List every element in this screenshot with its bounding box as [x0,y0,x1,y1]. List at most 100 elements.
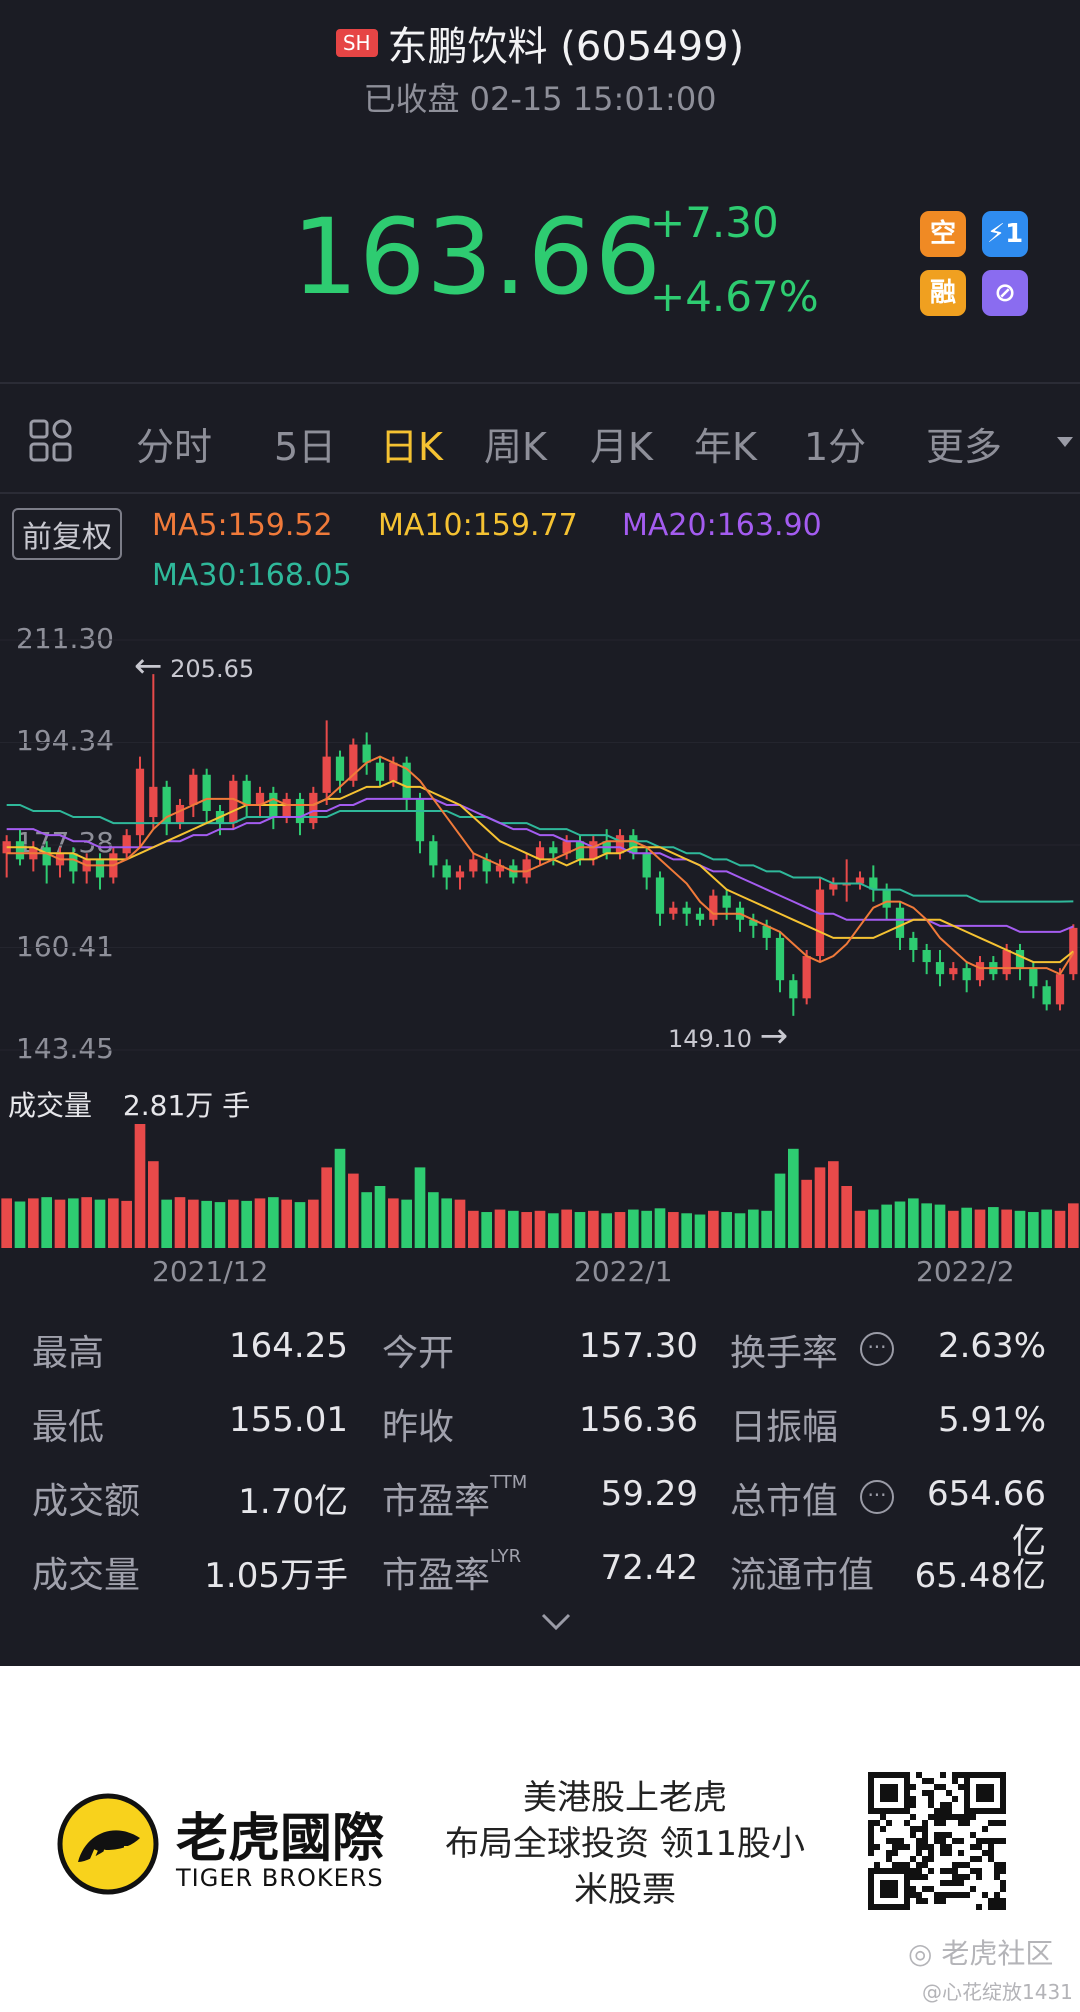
short-sell-tag-icon[interactable]: 空 [920,211,966,257]
qr-module [886,1820,892,1826]
volume-bar [841,1186,852,1248]
high-annotation: ← 205.65 [134,646,254,686]
qr-module [922,1844,928,1850]
volume-bar [81,1197,92,1248]
volume-bar [801,1179,812,1248]
candle-body [775,937,785,981]
qr-module [922,1820,928,1826]
volume-bar [908,1198,919,1248]
qr-module [892,1838,898,1844]
qr-module [982,1826,988,1832]
stat-label: 昨收 [382,1407,455,1448]
chevron-down-icon[interactable] [1056,436,1074,448]
tab-1min[interactable]: 1分 [804,425,867,469]
tab-yearly-k[interactable]: 年K [694,425,757,469]
qr-module [970,1844,976,1850]
margin-tag-icon[interactable]: 融 [920,270,966,316]
stat-value: 654.66亿 [927,1474,1046,1562]
stat-label: 流通市值 [730,1555,875,1596]
right-arrow-icon: → [759,1016,789,1056]
volume-bar [214,1202,226,1248]
candle-body [549,847,558,854]
qr-module [976,1844,982,1850]
candle-body [949,968,958,975]
volume-bar [201,1200,212,1248]
volume-bar [1001,1209,1012,1248]
ma5-label: MA5:159.52 [152,508,333,543]
date-tick: 2021/12 [152,1255,269,1288]
qr-module [952,1796,958,1802]
qr-module [946,1880,952,1886]
price-tick: 160.41 [16,930,114,963]
left-arrow-icon: ← [134,646,163,686]
adjust-mode-button[interactable]: 前复权 [12,508,122,560]
qr-module [1000,1886,1006,1892]
volume-bar [774,1173,786,1248]
candle-body [162,786,171,824]
qr-finder [880,1784,898,1802]
grid-menu-icon[interactable] [28,418,74,464]
qr-module [934,1892,940,1898]
qr-module [994,1862,1000,1868]
ma10-line [6,779,1074,964]
candlestick-chart[interactable] [0,620,1080,1060]
candle-body [469,859,478,872]
qr-module [952,1772,958,1778]
expand-chevron-icon[interactable] [540,1612,572,1632]
more-info-icon[interactable]: ··· [860,1332,894,1366]
date-tick: 2022/1 [574,1255,673,1288]
volume-bar [761,1210,772,1248]
qr-module [874,1844,880,1850]
volume-bar [241,1200,252,1248]
qr-module [916,1862,922,1868]
qr-module [964,1814,970,1820]
tab-monthly-k[interactable]: 月K [590,425,653,469]
candle-body [175,804,185,824]
stock-title: SH 东鹏饮料 (605499) [0,14,1080,72]
candle-body [829,883,838,890]
qr-module [916,1826,922,1832]
volume-label: 成交量 2.81万 手 [8,1084,250,1124]
qr-module [874,1862,880,1868]
volume-bar [348,1173,359,1248]
stat-label: 最高 [32,1333,105,1374]
volume-bar [708,1210,719,1248]
candle-body [709,895,718,920]
date-tick: 2022/2 [916,1255,1015,1288]
volume-bar [68,1198,79,1248]
volume-bar [1,1198,13,1248]
tab-daily-k[interactable]: 日K [380,425,443,469]
qr-module [922,1886,928,1892]
tiger-community-icon: ◎ [908,1937,933,1970]
volume-bar [121,1200,132,1248]
qr-code-icon[interactable] [868,1772,1006,1910]
stat-label: 市盈率LYR [382,1546,522,1596]
level1-tag-icon[interactable]: ⚡1 [982,211,1028,257]
qr-module [940,1880,946,1886]
candle-body [722,895,731,908]
tab-5day[interactable]: 5日 [274,425,337,469]
qr-module [916,1844,922,1850]
tab-weekly-k[interactable]: 周K [484,425,547,469]
tab-more[interactable]: 更多 [926,425,1003,469]
qr-module [970,1832,976,1838]
qr-module [928,1886,934,1892]
qr-module [952,1892,958,1898]
volume-bar [721,1212,732,1248]
volume-bar [414,1167,426,1248]
more-info-icon[interactable]: ··· [860,1480,894,1514]
ma30-line [6,803,1074,903]
qr-module [898,1838,904,1844]
qr-module [868,1838,874,1844]
qr-finder [880,1880,898,1898]
qr-module [868,1826,874,1832]
qr-finder [976,1784,994,1802]
tab-intraday[interactable]: 分时 [136,425,213,469]
qr-module [994,1898,1000,1904]
candle-body [295,798,305,824]
candle-body [482,859,491,872]
volume-chart[interactable] [0,1120,1080,1250]
restricted-tag-icon[interactable]: ⊘ [982,270,1028,316]
candle-body [362,744,371,763]
volume-bar [148,1161,159,1248]
